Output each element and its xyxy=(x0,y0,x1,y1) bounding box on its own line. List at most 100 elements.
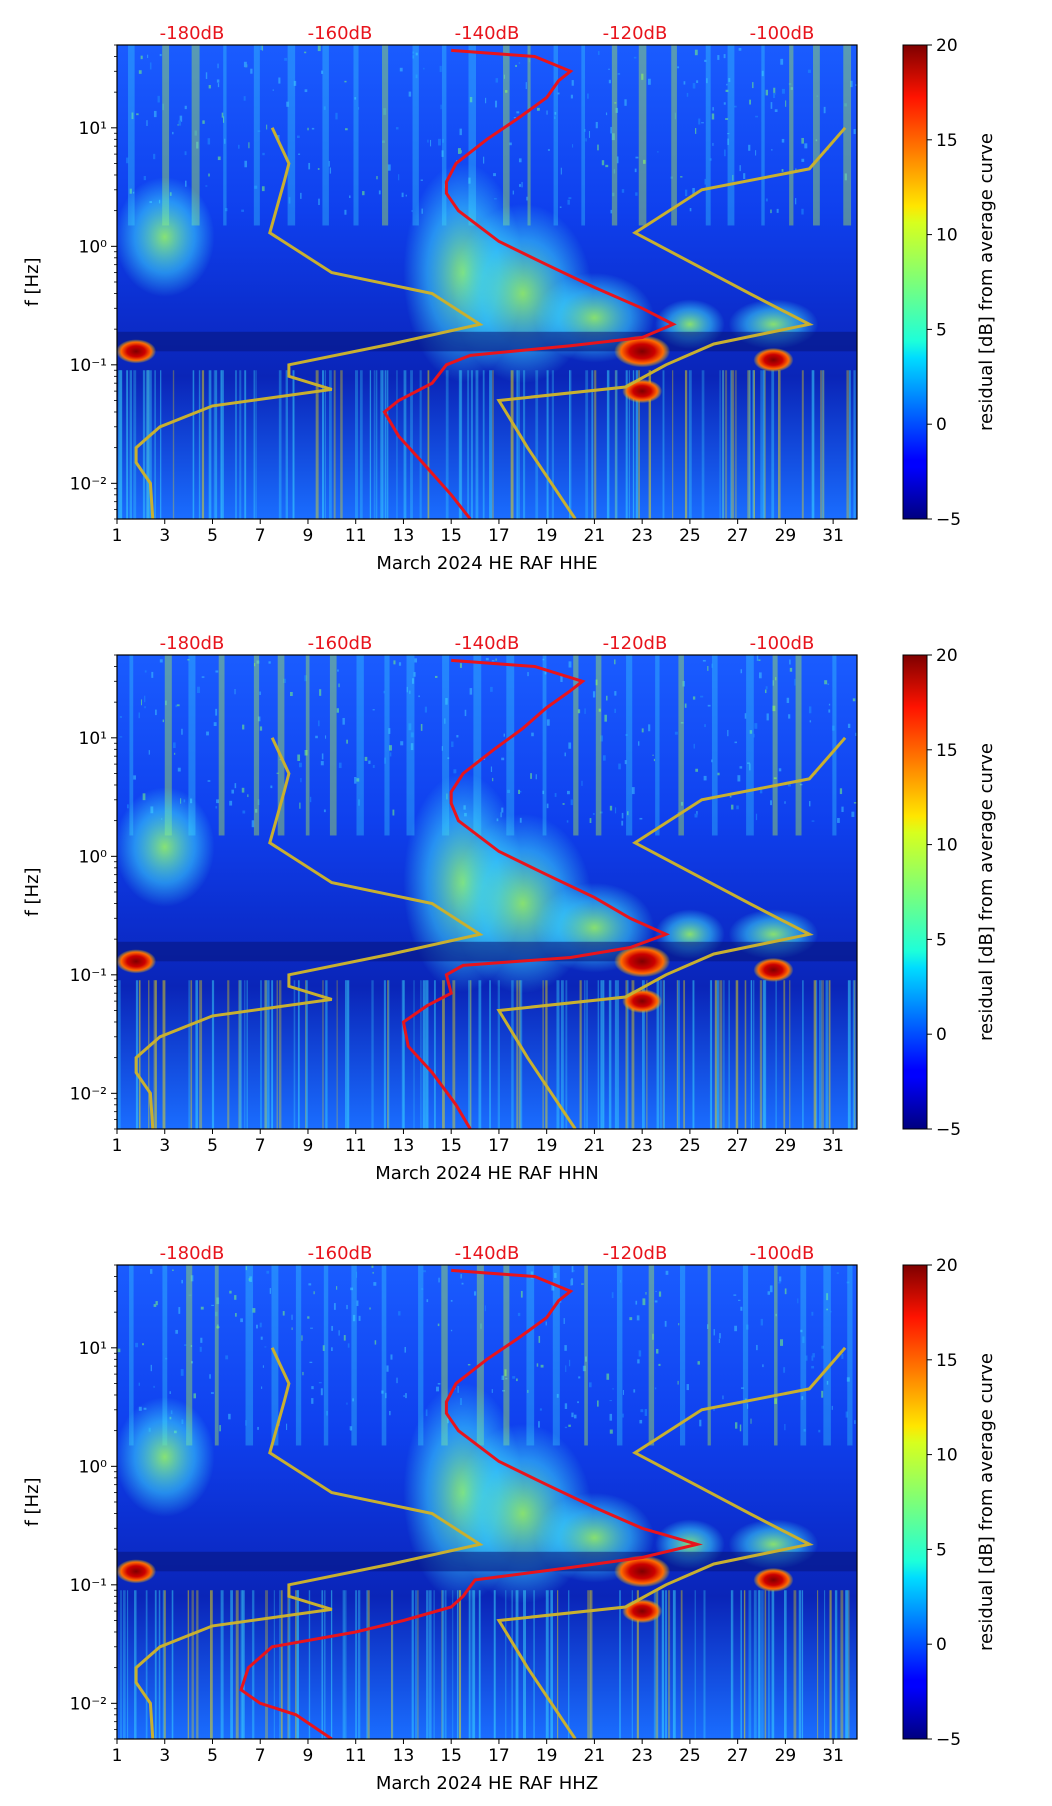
texture-mark xyxy=(283,678,287,684)
texture-mark xyxy=(740,1306,743,1311)
stripe-mark xyxy=(648,1265,655,1446)
texture-mark xyxy=(702,659,706,662)
texture-mark xyxy=(639,817,643,820)
low-streak xyxy=(771,1590,775,1739)
texture-mark xyxy=(368,760,371,764)
texture-mark xyxy=(633,56,637,59)
x-tick-label: 25 xyxy=(679,1136,701,1156)
db-scale-label: -180dB xyxy=(160,633,225,654)
texture-mark xyxy=(743,173,746,179)
stripe-mark xyxy=(412,45,419,226)
texture-mark xyxy=(257,130,261,132)
texture-mark xyxy=(699,1419,702,1427)
texture-mark xyxy=(641,728,644,733)
low-streak xyxy=(763,370,765,519)
heatmap-glow xyxy=(117,1382,857,1604)
stripe-mark xyxy=(129,655,134,836)
low-streak xyxy=(653,1590,656,1739)
low-streak xyxy=(568,1590,570,1739)
low-streak xyxy=(824,1590,826,1739)
texture-mark xyxy=(554,112,557,115)
low-streak xyxy=(305,980,307,1129)
texture-mark xyxy=(815,139,818,142)
texture-mark xyxy=(570,1279,572,1286)
texture-mark xyxy=(772,680,774,686)
texture-mark xyxy=(624,99,627,106)
texture-mark xyxy=(665,1270,669,1275)
low-streak xyxy=(323,1590,326,1739)
low-streak xyxy=(719,980,723,1129)
texture-mark xyxy=(140,699,143,706)
texture-mark xyxy=(229,1290,232,1294)
texture-mark xyxy=(234,783,237,789)
texture-mark xyxy=(412,55,415,59)
texture-mark xyxy=(505,90,508,93)
noise-model-low-curve xyxy=(134,1347,484,1739)
texture-mark xyxy=(706,78,708,84)
texture-mark xyxy=(268,661,271,664)
texture-mark xyxy=(434,675,438,678)
texture-mark xyxy=(624,760,627,765)
texture-mark xyxy=(573,1414,577,1419)
texture-mark xyxy=(571,144,574,148)
low-streak xyxy=(511,980,514,1129)
texture-mark xyxy=(423,67,425,70)
texture-mark xyxy=(208,85,211,89)
heatmap-stripes xyxy=(129,655,837,836)
texture-mark xyxy=(770,102,773,109)
stripe-mark xyxy=(253,45,260,226)
texture-mark xyxy=(503,74,505,79)
texture-mark xyxy=(321,753,324,760)
texture-mark xyxy=(610,126,612,134)
texture-mark xyxy=(738,1299,741,1301)
texture-mark xyxy=(516,111,520,114)
texture-mark xyxy=(412,51,415,54)
texture-mark xyxy=(846,1377,850,1382)
texture-mark xyxy=(299,802,301,809)
texture-mark xyxy=(600,735,603,742)
texture-mark xyxy=(685,189,688,197)
texture-mark xyxy=(778,768,782,772)
low-streak xyxy=(672,1590,675,1739)
x-tick-label: 31 xyxy=(822,1746,844,1766)
low-streak xyxy=(587,1590,589,1739)
stripe-mark xyxy=(761,45,765,226)
low-streak xyxy=(565,980,568,1129)
texture-mark xyxy=(568,1359,571,1367)
low-streak xyxy=(417,1590,419,1739)
stripe-mark xyxy=(245,1265,254,1446)
x-tick-label: 15 xyxy=(440,1746,462,1766)
texture-mark xyxy=(682,681,685,687)
low-streak xyxy=(597,980,599,1129)
texture-mark xyxy=(566,820,569,823)
stripe-mark xyxy=(186,1265,193,1446)
texture-mark xyxy=(225,208,228,212)
low-streak xyxy=(293,980,296,1129)
y-tick-label: 10⁻¹ xyxy=(70,966,107,986)
low-streak xyxy=(213,370,216,519)
texture-mark xyxy=(181,728,183,735)
low-streak xyxy=(244,370,247,519)
texture-mark xyxy=(364,756,368,761)
texture-mark xyxy=(337,669,339,672)
texture-mark xyxy=(784,801,786,804)
low-streak xyxy=(516,980,519,1129)
texture-mark xyxy=(780,1339,784,1346)
texture-mark xyxy=(352,1314,356,1322)
texture-mark xyxy=(601,160,605,166)
texture-mark xyxy=(527,1389,529,1393)
texture-mark xyxy=(304,51,307,54)
texture-mark xyxy=(784,1423,786,1431)
texture-mark xyxy=(525,82,527,90)
texture-mark xyxy=(602,755,606,761)
texture-mark xyxy=(117,1348,121,1353)
db-scale-label: -140dB xyxy=(455,1243,520,1264)
low-streak xyxy=(676,980,678,1129)
texture-mark xyxy=(234,1295,237,1300)
texture-mark xyxy=(410,732,414,738)
texture-mark xyxy=(260,45,263,51)
texture-mark xyxy=(577,709,581,714)
texture-mark xyxy=(698,118,701,125)
x-tick-label: 11 xyxy=(345,526,367,546)
texture-mark xyxy=(606,695,608,701)
